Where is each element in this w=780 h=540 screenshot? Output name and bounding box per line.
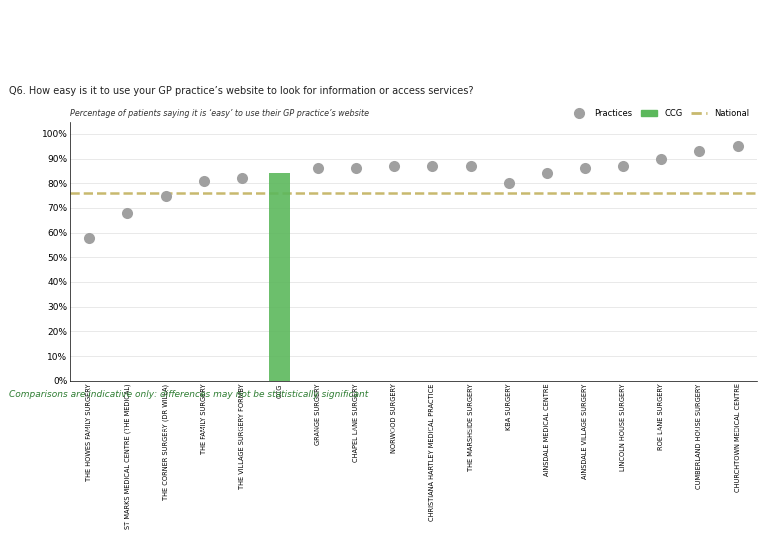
Text: Comparisons are indicative only: differences may not be statistically significan: Comparisons are indicative only: differe… <box>9 390 369 400</box>
Text: Social Research Institute: Social Research Institute <box>9 492 113 501</box>
Text: 22: 22 <box>381 486 399 501</box>
Text: Percentage of patients saying it is ‘easy’ to use their GP practice’s website: Percentage of patients saying it is ‘eas… <box>70 109 369 118</box>
Legend: Practices, CCG, National: Practices, CCG, National <box>568 105 753 122</box>
Text: © Ipsos MORI    19-07-003-01 | Version 1 | Public: © Ipsos MORI 19-07-003-01 | Version 1 | … <box>9 519 181 527</box>
Bar <box>269 173 290 381</box>
Text: how the CCG’s practices compare: how the CCG’s practices compare <box>9 55 349 73</box>
Text: Base: All those completing a questionnaire excluding ‘Haven’t tried’: National (: Base: All those completing a questionnai… <box>8 427 505 433</box>
Text: Ease of use of online services:: Ease of use of online services: <box>9 23 316 42</box>
Text: Ipsos MORI: Ipsos MORI <box>9 465 70 476</box>
Text: Q6. How easy is it to use your GP practice’s website to look for information or : Q6. How easy is it to use your GP practi… <box>9 86 474 96</box>
Text: %Easy = %Very easy + %Fairly easy: %Easy = %Very easy + %Fairly easy <box>640 427 768 433</box>
